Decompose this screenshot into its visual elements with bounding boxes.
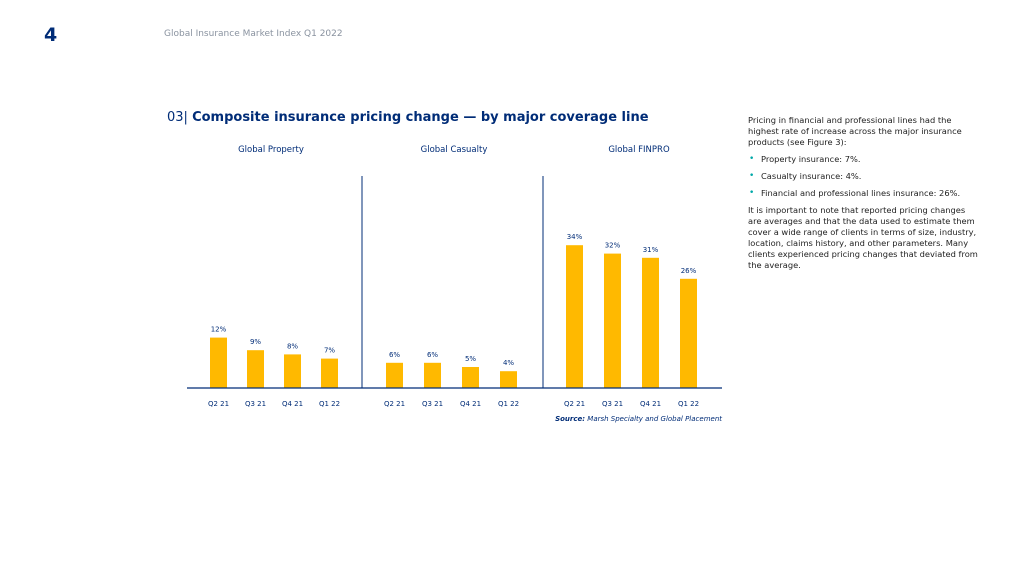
tick-label-0-3: Q1 22 [319,400,340,408]
bar-0-0 [210,337,227,388]
bar-2-2 [642,257,659,388]
data-label-2-2: 31% [643,246,659,254]
bar-1-0 [386,362,403,388]
bullet-icon: • [749,171,755,181]
data-label-0-0: 12% [211,326,227,334]
bullet-text: Property insurance: 7%. [761,154,861,164]
tick-label-0-2: Q4 21 [282,400,303,408]
figure-title-text: Composite insurance pricing change — by … [192,110,649,125]
source-text: Marsh Specialty and Global Placement [587,415,722,423]
data-label-2-3: 26% [681,267,697,275]
tick-label-2-1: Q3 21 [602,400,623,408]
chart-source: Source: Marsh Specialty and Global Place… [500,415,722,423]
tick-label-2-3: Q1 22 [678,400,699,408]
bullet-icon: • [749,188,755,198]
list-item: • Property insurance: 7%. [748,154,978,165]
tick-label-0-0: Q2 21 [208,400,229,408]
tick-label-2-0: Q2 21 [564,400,585,408]
bar-2-3 [680,278,697,388]
sidebar-intro: Pricing in financial and professional li… [748,115,962,147]
bar-0-1 [247,350,264,388]
list-item: • Casualty insurance: 4%. [748,171,978,182]
tick-label-1-2: Q4 21 [460,400,481,408]
sidebar-text: Pricing in financial and professional li… [748,115,978,277]
data-label-1-3: 4% [503,359,514,367]
bar-2-1 [604,253,621,388]
list-item: • Financial and professional lines insura… [748,188,978,199]
tick-label-0-1: Q3 21 [245,400,266,408]
data-label-0-3: 7% [324,347,335,355]
bar-1-3 [500,371,517,388]
group-title-casualty: Global Casualty [420,145,488,155]
figure-title: 03| Composite insurance pricing change —… [167,110,649,125]
figure-number: 03| [167,110,188,125]
sidebar-note: It is important to note that reported pr… [748,205,978,270]
header-title: Global Insurance Market Index Q1 2022 [164,29,343,39]
bullet-text: Financial and professional lines insuran… [761,188,961,198]
sidebar-bullets: • Property insurance: 7%. • Casualty insur… [748,154,978,199]
bar-0-2 [284,354,301,388]
data-label-1-1: 6% [427,351,438,359]
tick-label-1-0: Q2 21 [384,400,405,408]
data-label-0-1: 9% [250,338,261,346]
source-label: Source: [555,415,586,423]
data-label-0-2: 8% [287,342,298,350]
bar-0-3 [321,358,338,388]
group-title-finpro: Global FINPRO [608,145,670,155]
data-label-1-2: 5% [465,355,476,363]
tick-label-1-1: Q3 21 [422,400,443,408]
tick-label-1-3: Q1 22 [498,400,519,408]
tick-label-2-2: Q4 21 [640,400,661,408]
bar-1-1 [424,362,441,388]
page-number: 4 [44,24,58,46]
data-label-2-1: 32% [605,242,621,250]
bullet-icon: • [749,154,755,164]
group-title-property: Global Property [238,145,304,155]
bar-2-0 [566,245,583,388]
data-label-2-0: 34% [567,233,583,241]
bullet-text: Casualty insurance: 4%. [761,171,862,181]
bar-1-2 [462,367,479,388]
data-label-1-0: 6% [389,351,400,359]
